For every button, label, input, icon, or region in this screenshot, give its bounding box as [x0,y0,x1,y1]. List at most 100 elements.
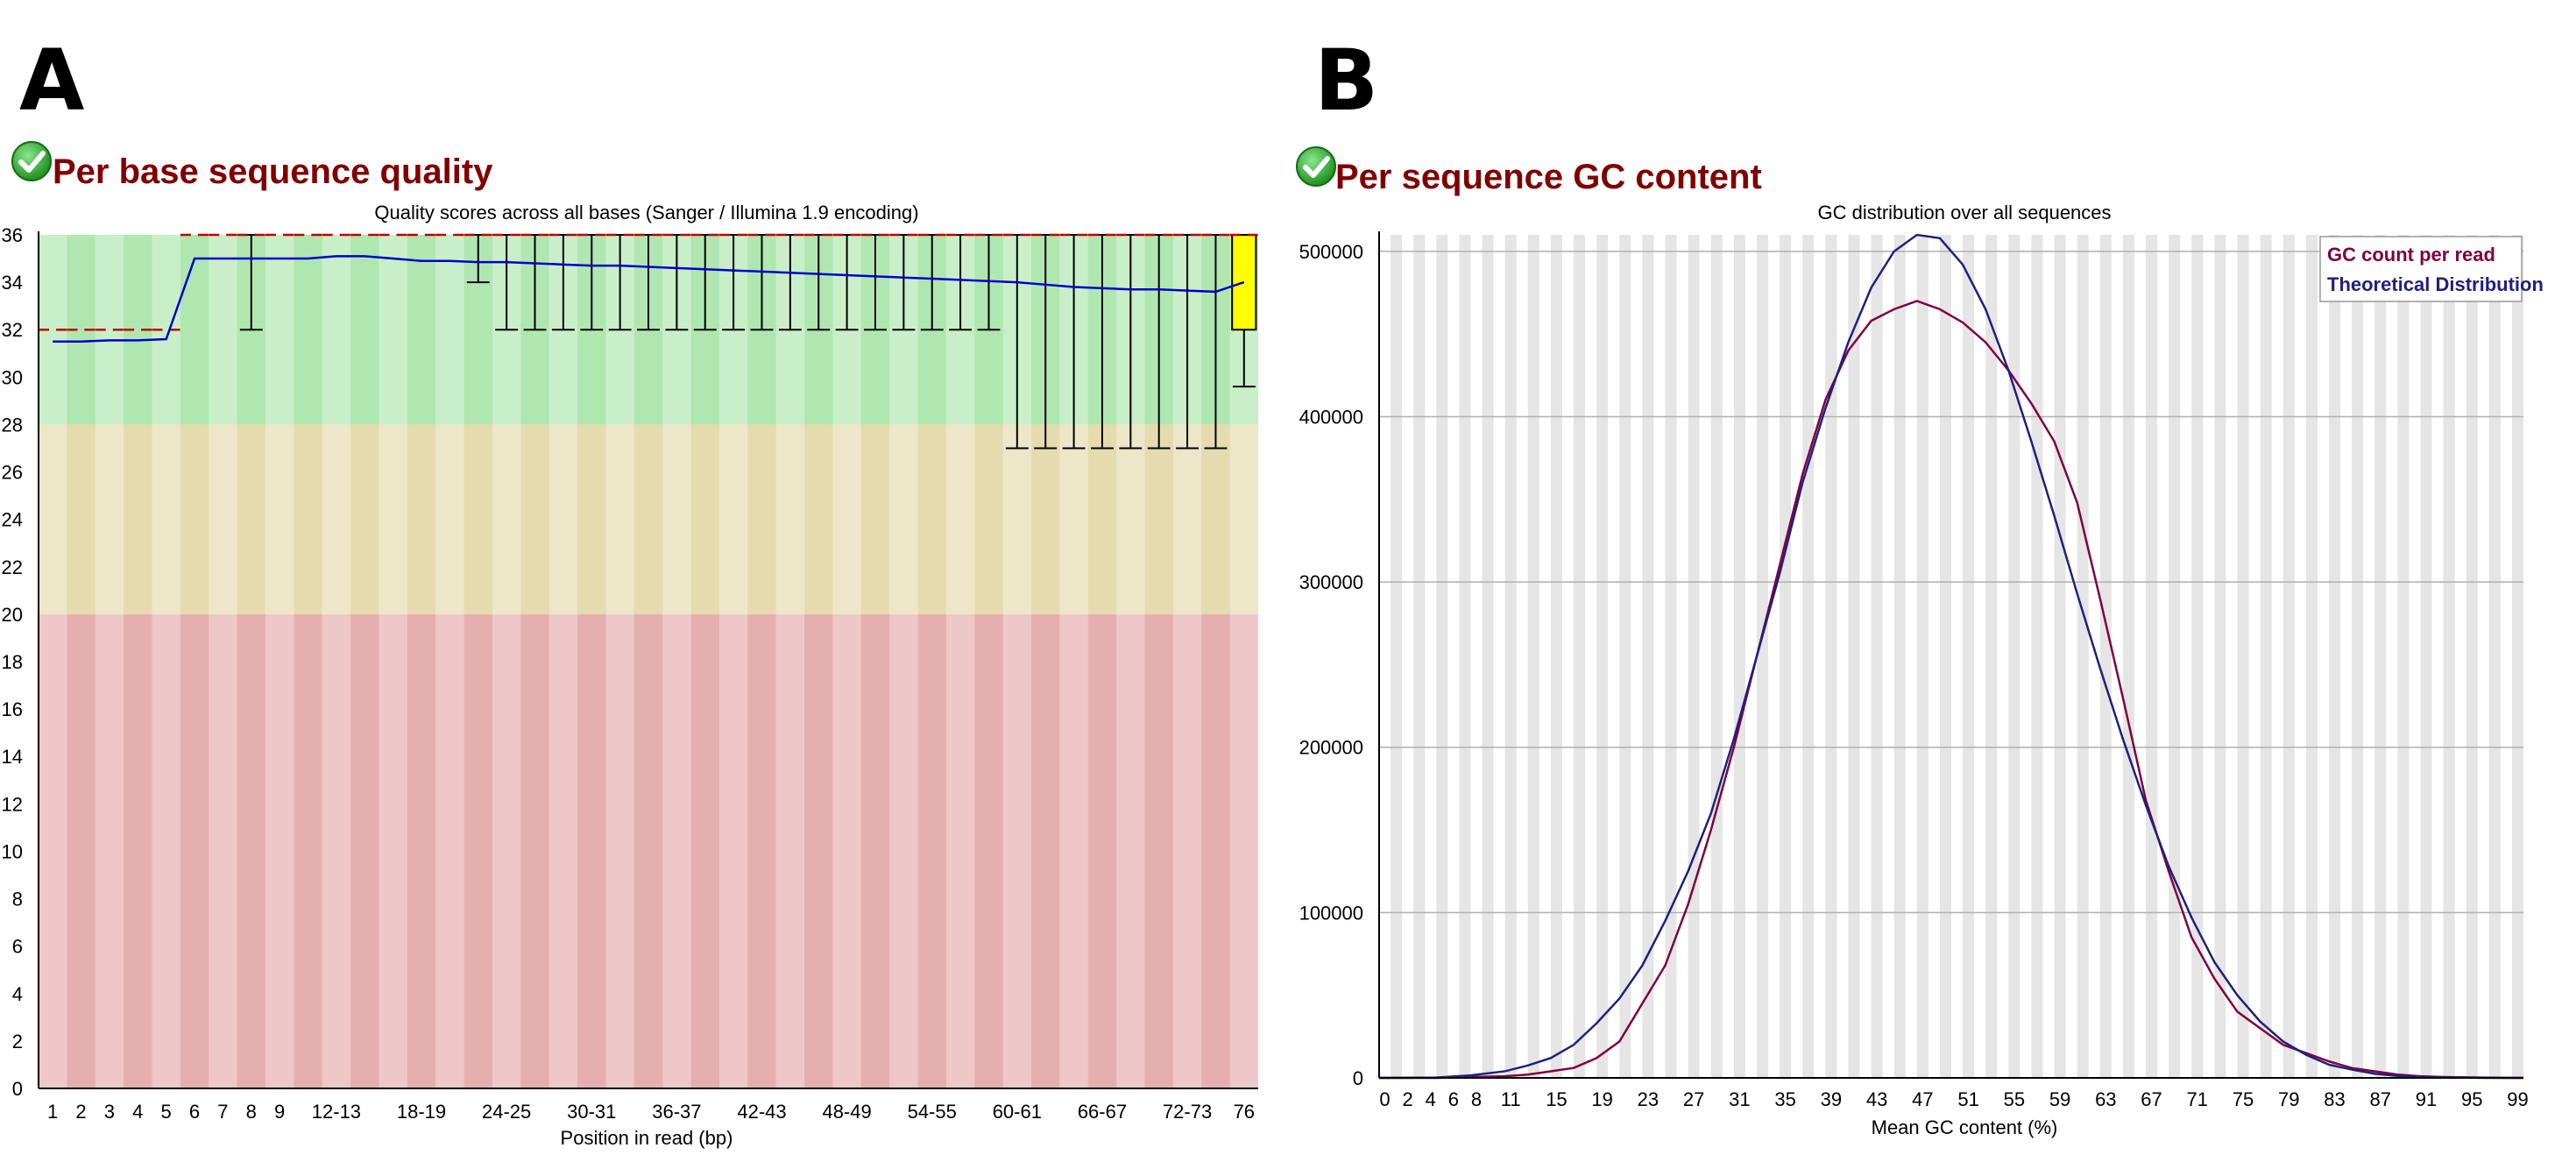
gc-stripe [2352,235,2364,1078]
x-tick-label: 51 [1957,1088,1978,1110]
column-stripe [39,235,67,1088]
x-tick-label: 67 [2141,1088,2162,1110]
column-stripe [265,235,294,1088]
gc-stripe [1665,235,1677,1078]
x-tick-label: 6 [1448,1088,1459,1110]
x-tick-label: 91 [2416,1088,2437,1110]
column-stripe [832,235,861,1088]
gc-stripe [2374,235,2387,1078]
gc-stripe [1642,235,1654,1078]
y-tick-label: 10 [2,840,23,862]
gc-stripe [2169,235,2181,1078]
x-tick-label: 60-61 [993,1101,1042,1123]
gc-stripe [1963,235,1975,1078]
column-stripe [379,235,407,1088]
column-stripe [95,235,124,1088]
gc-stripe [2214,235,2226,1078]
gc-stripe [2008,235,2020,1078]
x-tick-label: 24-25 [482,1101,531,1123]
gc-stripe [2146,235,2158,1078]
gc-stripe [1848,235,1860,1078]
gc-stripe [1596,235,1609,1078]
x-tick-label: 48-49 [822,1101,871,1123]
y-tick-label: 0 [1353,1067,1363,1089]
y-tick-label: 36 [2,224,23,246]
x-tick-label: 47 [1912,1088,1933,1110]
legend-box [2319,236,2523,302]
y-tick-label: 24 [2,509,23,531]
x-tick-label: 31 [1729,1088,1750,1110]
x-tick-label: 11 [1501,1088,1521,1110]
x-tick-label: 39 [1821,1088,1842,1110]
gc-stripe [2260,235,2272,1078]
x-tick-label: 35 [1774,1088,1795,1110]
y-tick-label: 14 [2,746,23,768]
gc-stripe [1527,235,1539,1078]
quality-zone-ok [39,424,1258,614]
gc-stripe [1436,235,1448,1078]
gc-stripe [1733,235,1745,1078]
gc-stripe [2420,235,2432,1078]
x-tick-label: 54-55 [908,1101,957,1123]
gc-stripe [1893,235,1906,1078]
quality-zone-poor [39,613,1258,1088]
x-tick-label: 72-73 [1163,1101,1212,1123]
column-stripe [718,235,748,1088]
gc-stripe [1939,235,1951,1078]
x-tick-label: 4 [1426,1088,1436,1110]
x-tick-label: 15 [1546,1088,1567,1110]
y-tick-label: 300000 [1299,571,1363,593]
column-stripe [209,235,237,1088]
gc-stripe [2305,235,2318,1078]
check-circle-icon [1296,146,1336,187]
gc-stripe [1802,235,1815,1078]
gc-stripe [1688,235,1700,1078]
x-tick-label: 3 [104,1101,115,1123]
gc-stripe [1504,235,1517,1078]
y-tick-label: 22 [2,556,23,578]
column-stripe [605,235,634,1088]
y-tick-label: 12 [2,793,23,815]
panel-a-module-title: Per base sequence quality [53,152,493,191]
column-stripe [945,235,975,1088]
x-tick-label: 75 [2233,1088,2254,1110]
gc-stripe [1710,235,1723,1078]
column-stripe [152,235,180,1088]
panel-b-module-title: Per sequence GC content [1335,158,1762,196]
panel-b-letter: B [1314,32,1379,130]
y-tick-label: 28 [2,414,23,436]
x-tick-label: 8 [1471,1088,1482,1110]
column-stripe [548,235,578,1088]
gc-stripe [2466,235,2478,1078]
x-tick-label: 5 [161,1101,172,1123]
x-tick-label: 7 [217,1101,228,1123]
x-tick-label: 55 [2004,1088,2025,1110]
y-tick-label: 18 [2,651,23,673]
y-tick-label: 100000 [1299,902,1363,924]
x-tick-label: 99 [2507,1088,2528,1110]
gc-stripe [2054,235,2066,1078]
gc-stripe [2099,235,2112,1078]
gc-stripe [1871,235,1883,1078]
chart-b-xlabel: Mean GC content (%) [1872,1116,2058,1138]
gc-stripe [1916,235,1928,1078]
series-line-0 [1379,300,2524,1080]
chart-a-title: Quality scores across all bases (Sanger … [374,202,918,223]
gc-stripe [2031,235,2043,1078]
gc-stripe [2488,235,2501,1078]
y-tick-label: 200000 [1299,737,1363,759]
x-tick-label: 79 [2278,1088,2299,1110]
gc-stripe [1459,235,1471,1078]
x-tick-label: 2 [75,1101,86,1123]
x-tick-label: 43 [1866,1088,1887,1110]
y-tick-label: 32 [2,319,23,341]
series-line-1 [1378,233,2524,1080]
gc-stripe [2397,235,2410,1078]
gc-stripe [1619,235,1631,1078]
legend-entry: GC count per read [2327,244,2495,266]
x-tick-label: 71 [2187,1088,2208,1110]
y-tick-label: 34 [2,272,23,294]
column-stripe [775,235,805,1088]
